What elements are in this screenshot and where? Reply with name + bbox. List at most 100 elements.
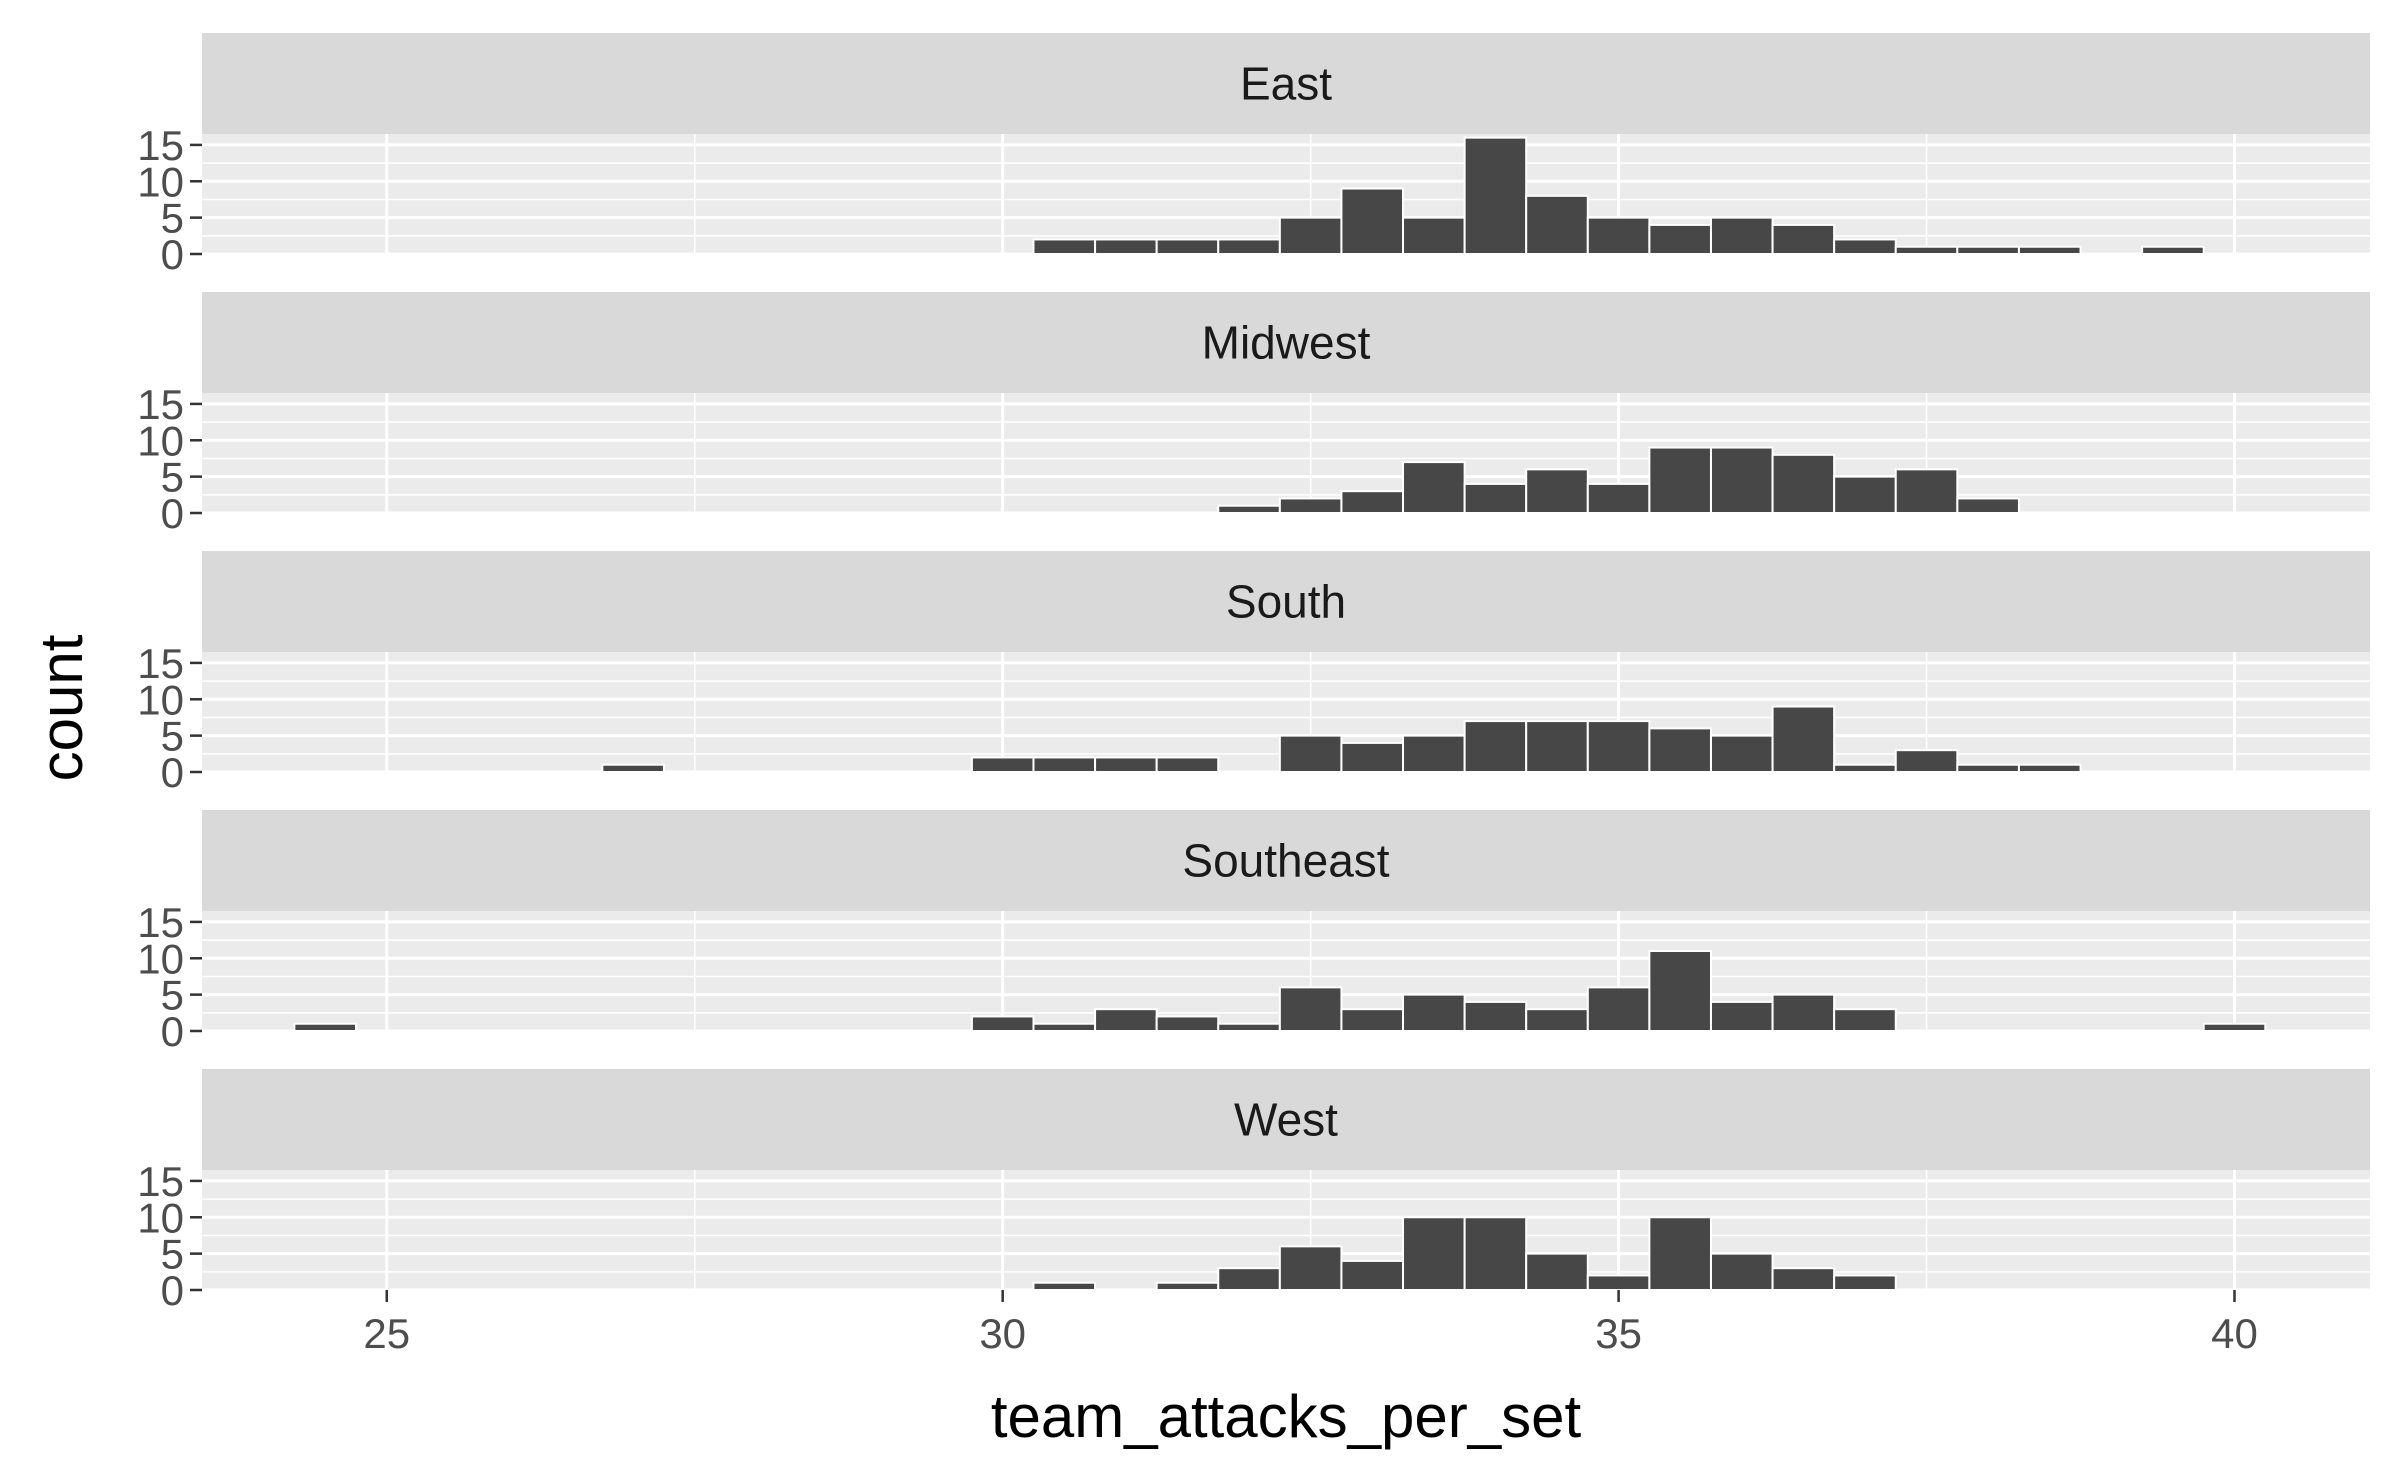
y-tick-label: 10 [137, 935, 184, 982]
y-tick-label: 10 [137, 417, 184, 464]
histogram-bar [1463, 482, 1528, 514]
histogram-bar [1155, 756, 1220, 773]
histogram-bar [1586, 216, 1651, 256]
histogram-bar [1771, 705, 1836, 774]
x-tick-label: 25 [363, 1310, 410, 1357]
histogram-bar [2141, 245, 2205, 256]
histogram-bar [1525, 194, 1589, 255]
histogram-bar [1217, 504, 1281, 514]
histogram-bar [1463, 1216, 1528, 1291]
histogram-bar [1340, 1259, 1405, 1291]
histogram-bar [1771, 453, 1836, 514]
histogram-bar [2017, 763, 2082, 774]
y-tick-label: 5 [161, 454, 184, 501]
panel-background [202, 393, 2370, 513]
histogram-bar [1709, 216, 1774, 256]
histogram-bar [1525, 468, 1589, 515]
facet-strip-label: Southeast [1182, 835, 1389, 887]
histogram-bar [1032, 1281, 1097, 1292]
histogram-bar [1833, 1008, 1897, 1033]
y-tick-label: 5 [161, 195, 184, 242]
histogram-bar [1833, 475, 1897, 514]
histogram-bar [1032, 1022, 1097, 1033]
histogram-bar [1648, 223, 1712, 255]
histogram-bar [1463, 720, 1528, 773]
y-tick-label: 15 [137, 640, 184, 687]
y-tick-label: 10 [137, 158, 184, 205]
histogram-bar [2017, 245, 2082, 256]
facet-strip [202, 551, 2370, 652]
facet-strip-label: East [1240, 58, 1332, 110]
y-tick-label: 0 [161, 749, 184, 796]
facet-strip [202, 292, 2370, 393]
histogram-bar [1525, 1252, 1589, 1291]
histogram-bar [1278, 497, 1343, 515]
x-tick-label: 35 [1595, 1310, 1642, 1357]
y-tick-label: 0 [161, 1008, 184, 1055]
histogram-bar [1956, 497, 2020, 515]
histogram-bar [1340, 1008, 1405, 1033]
facet-strip-label: South [1226, 576, 1346, 628]
histogram-bar [970, 756, 1035, 773]
histogram-bar [1648, 950, 1712, 1032]
histogram-bar [1894, 468, 1959, 515]
histogram-bar [1217, 238, 1281, 255]
histogram-bar [1278, 986, 1343, 1033]
histogram-bar [1586, 986, 1651, 1033]
y-axis-title: count [28, 634, 95, 781]
histogram-bar [1525, 720, 1589, 773]
histogram-bar [1217, 1267, 1281, 1291]
histogram-bar [970, 1015, 1035, 1032]
y-tick-label: 15 [137, 122, 184, 169]
histogram-bar [1463, 1000, 1528, 1033]
histogram-bar [1278, 734, 1343, 773]
histogram-bar [293, 1022, 357, 1033]
histogram-bar [1771, 223, 1836, 255]
histogram-bar [1956, 763, 2020, 774]
histogram-bar [1586, 720, 1651, 773]
histogram-bar [1833, 238, 1897, 255]
histogram-bar [1278, 216, 1343, 256]
y-tick-label: 10 [137, 1194, 184, 1241]
histogram-bar [1833, 763, 1897, 774]
histogram-bar [1094, 238, 1158, 255]
facet-strip [202, 33, 2370, 134]
x-axis-title: team_attacks_per_set [991, 1383, 1582, 1450]
histogram-bar [1586, 1274, 1651, 1292]
y-tick-label: 15 [137, 381, 184, 428]
histogram-bar [1402, 216, 1466, 256]
histogram-bar [1709, 734, 1774, 773]
y-tick-label: 15 [137, 899, 184, 946]
histogram-bar [1709, 1252, 1774, 1291]
histogram-bar [1155, 238, 1220, 255]
y-tick-label: 0 [161, 490, 184, 537]
histogram-bar [1032, 756, 1097, 773]
histogram-bar [1525, 1008, 1589, 1033]
histogram-bar [1155, 1281, 1220, 1292]
y-tick-label: 5 [161, 1231, 184, 1278]
histogram-bar [1278, 1245, 1343, 1292]
histogram-bar [1648, 727, 1712, 774]
histogram-bar [1402, 461, 1466, 515]
histogram-bar [1340, 741, 1405, 774]
histogram-bar [1032, 238, 1097, 255]
histogram-bar [1648, 446, 1712, 514]
histogram-bar [1155, 1015, 1220, 1032]
y-tick-label: 15 [137, 1158, 184, 1205]
facet-strip [202, 810, 2370, 911]
histogram-bar [1402, 993, 1466, 1032]
histogram-bar [601, 763, 665, 774]
y-tick-label: 0 [161, 231, 184, 278]
histogram-bar [1402, 1216, 1466, 1291]
histogram-bar [1463, 136, 1528, 256]
y-tick-label: 5 [161, 713, 184, 760]
y-tick-label: 10 [137, 676, 184, 723]
facet-strip-label: Midwest [1202, 317, 1371, 369]
histogram-bar [1340, 490, 1405, 515]
facet-strip [202, 1069, 2370, 1170]
histogram-bar [1094, 1008, 1158, 1033]
